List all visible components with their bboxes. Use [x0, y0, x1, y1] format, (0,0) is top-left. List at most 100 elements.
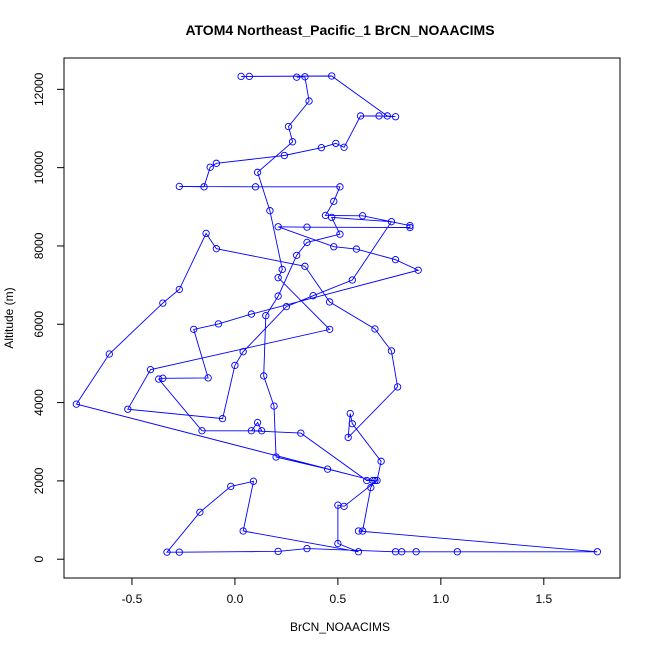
data-point [227, 482, 235, 491]
data-point [260, 372, 268, 380]
data-point [391, 548, 400, 556]
series-line [75, 75, 598, 553]
data-point [303, 238, 311, 247]
data-point [270, 402, 278, 410]
data-point [247, 310, 256, 318]
data-point [175, 548, 183, 556]
data-point [239, 527, 247, 535]
data-point [354, 548, 363, 556]
data-point [367, 483, 375, 492]
data-point [288, 138, 297, 146]
data-point [330, 197, 338, 205]
data-point [412, 548, 420, 556]
data-point [262, 312, 270, 320]
data-point [124, 405, 132, 413]
data-point [274, 223, 282, 231]
data-point [305, 97, 313, 105]
data-point [249, 477, 258, 485]
data-point [198, 427, 206, 435]
x-tick-label: -0.5 [122, 592, 143, 606]
data-point [358, 527, 367, 535]
data-point [414, 266, 422, 274]
data-point [340, 502, 348, 510]
data-point [105, 350, 113, 358]
data-point [253, 168, 262, 176]
data-point [301, 73, 309, 81]
data-point [334, 539, 342, 548]
data-point [356, 112, 365, 120]
x-tick-label: 1.5 [535, 592, 552, 606]
data-point [325, 298, 334, 306]
data-point [354, 527, 363, 535]
data-point [325, 325, 334, 334]
series-layer [72, 72, 601, 556]
data-point [200, 183, 208, 191]
data-point [247, 427, 256, 435]
data-point [204, 374, 212, 382]
y-tick-label: 10000 [32, 151, 46, 185]
data-point [358, 212, 367, 220]
data-point [352, 245, 361, 253]
data-point [383, 112, 391, 120]
data-point [190, 325, 198, 334]
data-point [323, 465, 332, 473]
data-point [303, 544, 311, 553]
y-tick-label: 6000 [32, 311, 46, 338]
data-point [371, 325, 379, 333]
data-point [175, 285, 183, 294]
data-point [332, 139, 340, 148]
data-point [391, 113, 400, 121]
x-tick-label: 0.0 [227, 592, 244, 606]
data-point [375, 112, 383, 120]
data-point [406, 221, 414, 230]
data-point [146, 366, 155, 374]
data-point [344, 433, 352, 442]
data-point [231, 361, 239, 370]
y-tick-label: 4000 [32, 389, 46, 416]
data-point [155, 375, 163, 383]
data-point [297, 429, 305, 437]
data-point [309, 292, 317, 300]
y-tick-label: 8000 [32, 232, 46, 259]
data-point [328, 72, 336, 80]
data-point [280, 151, 288, 160]
data-point [251, 183, 260, 191]
data-point [272, 453, 280, 461]
data-point [293, 251, 301, 259]
data-point [212, 159, 221, 167]
data-point [317, 144, 326, 152]
data-point [274, 547, 282, 556]
data-point [330, 243, 338, 251]
data-point [258, 427, 266, 435]
y-axis-label: Altitude (m) [2, 287, 16, 348]
x-tick-label: 0.5 [330, 592, 347, 606]
x-axis-label: BrCN_NOAACIMS [290, 620, 390, 634]
y-tick-label: 2000 [32, 467, 46, 494]
data-point [214, 320, 223, 328]
data-point [237, 72, 245, 81]
data-point [72, 400, 81, 408]
data-point [266, 207, 274, 215]
data-point [159, 374, 167, 382]
data-point [274, 292, 282, 300]
data-point [328, 213, 336, 222]
data-point [212, 245, 221, 253]
data-point [278, 265, 286, 274]
data-point [346, 409, 354, 418]
data-point [206, 163, 214, 171]
data-point [202, 229, 210, 238]
data-point [239, 348, 247, 356]
data-point [336, 183, 344, 191]
data-point [348, 420, 356, 428]
data-point [593, 548, 601, 556]
x-axis: -0.5 0.0 0.5 1.0 1.5 [122, 577, 552, 606]
data-point [218, 414, 227, 423]
y-axis: 0 2000 4000 6000 8000 10000 12000 [32, 72, 65, 563]
data-point [175, 182, 183, 191]
data-point [371, 476, 379, 485]
data-point [340, 143, 348, 151]
data-point [406, 223, 414, 232]
chart-title: ATOM4 Northeast_Pacific_1 BrCN_NOAACIMS [185, 22, 494, 38]
data-point [336, 230, 344, 238]
